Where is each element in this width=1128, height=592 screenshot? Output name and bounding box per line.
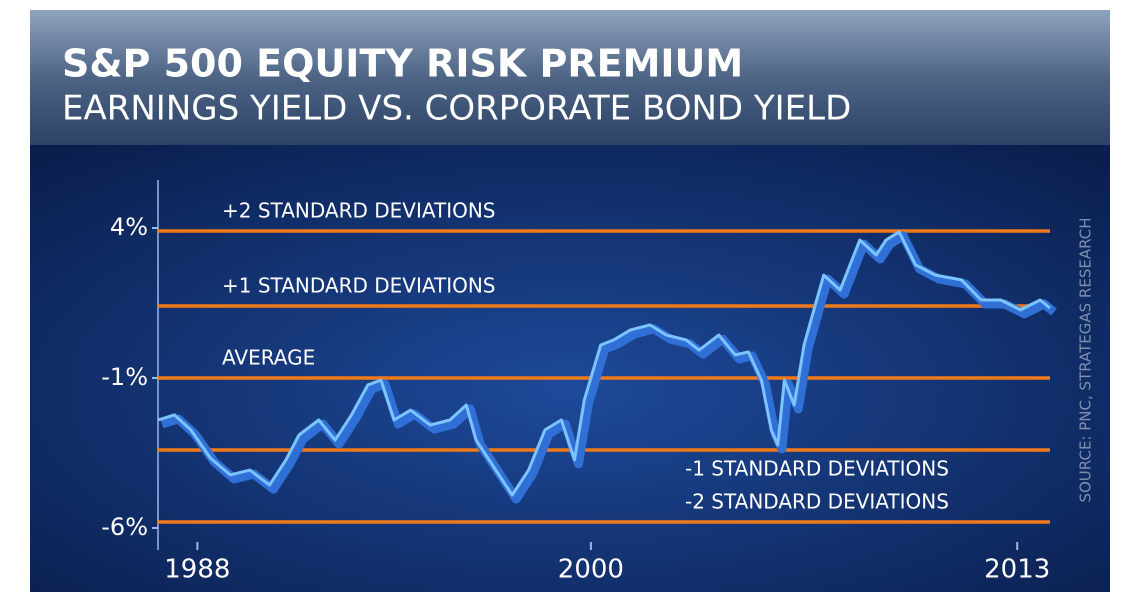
reference-label: +1 STANDARD DEVIATIONS — [222, 274, 496, 298]
x-tick-label: 2013 — [984, 555, 1050, 585]
y-tick-label: -1% — [101, 363, 148, 391]
x-tick-label: 1988 — [164, 555, 230, 585]
y-tick-label: -6% — [101, 513, 148, 541]
reference-label: -1 STANDARD DEVIATIONS — [685, 457, 949, 481]
reference-label: AVERAGE — [222, 346, 315, 370]
panel — [30, 145, 1110, 592]
chart-title: S&P 500 EQUITY RISK PREMIUM — [62, 42, 743, 86]
source: SOURCE: PNC, STRATEGAS RESEARCH — [1077, 217, 1095, 502]
y-tick-label: 4% — [110, 213, 148, 241]
reference-label: +2 STANDARD DEVIATIONS — [222, 199, 496, 223]
chart-subtitle: EARNINGS YIELD VS. CORPORATE BOND YIELD — [62, 89, 851, 129]
banner — [30, 10, 1110, 145]
series-line — [157, 230, 1051, 497]
reference-label: -2 STANDARD DEVIATIONS — [685, 490, 949, 514]
x-tick-label: 2000 — [558, 555, 624, 585]
